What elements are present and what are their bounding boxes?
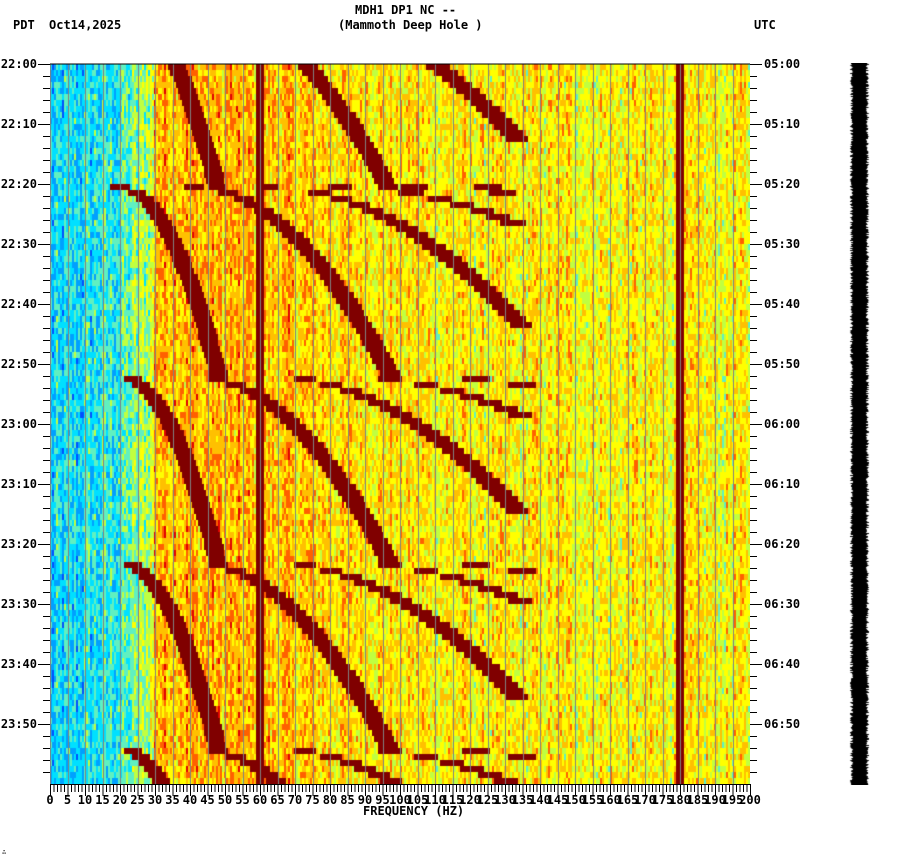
right-time-label: 05:50 — [764, 357, 800, 371]
x-tick-label: 170 — [634, 793, 656, 807]
x-tick-label: 80 — [323, 793, 337, 807]
x-tick-label: 190 — [704, 793, 726, 807]
x-tick-label: 180 — [669, 793, 691, 807]
right-time-label: 05:20 — [764, 177, 800, 191]
left-time-label: 23:50 — [1, 717, 37, 731]
x-tick-label: 70 — [288, 793, 302, 807]
right-time-label: 06:00 — [764, 417, 800, 431]
x-tick-label: 150 — [564, 793, 586, 807]
x-tick-label: 165 — [617, 793, 639, 807]
left-time-label: 23:10 — [1, 477, 37, 491]
chart-title-site: (Mammoth Deep Hole ) — [338, 18, 483, 32]
right-time-label: 06:10 — [764, 477, 800, 491]
chart-title-station: MDH1 DP1 NC -- — [355, 3, 457, 17]
x-tick-label: 25 — [130, 793, 144, 807]
left-time-label: 22:40 — [1, 297, 37, 311]
spectrogram-plot — [50, 64, 750, 784]
x-tick-label: 75 — [305, 793, 319, 807]
x-tick-label: 105 — [407, 793, 429, 807]
left-time-label: 22:20 — [1, 177, 37, 191]
x-tick-label: 60 — [253, 793, 267, 807]
x-tick-label: 120 — [459, 793, 481, 807]
x-tick-label: 45 — [200, 793, 214, 807]
left-time-label: 23:30 — [1, 597, 37, 611]
footer-mark: ∴ — [2, 848, 7, 856]
left-time-label: 23:40 — [1, 657, 37, 671]
left-timezone-label: PDT — [13, 18, 35, 32]
right-time-label: 06:50 — [764, 717, 800, 731]
x-tick-label: 140 — [529, 793, 551, 807]
date-label: Oct14,2025 — [49, 18, 122, 32]
right-time-label: 06:30 — [764, 597, 800, 611]
right-timezone-label: UTC — [754, 18, 776, 32]
x-tick-label: 20 — [113, 793, 127, 807]
x-tick-label: 195 — [722, 793, 744, 807]
left-time-label: 22:50 — [1, 357, 37, 371]
x-tick-label: 95 — [375, 793, 389, 807]
left-time-label: 22:00 — [1, 57, 37, 71]
seismogram-trace — [846, 63, 872, 785]
x-tick-label: 5 — [64, 793, 71, 807]
x-tick-label: 130 — [494, 793, 516, 807]
x-tick-label: 85 — [340, 793, 354, 807]
x-tick-label: 200 — [739, 793, 761, 807]
x-axis-label: FREQUENCY (HZ) — [363, 804, 465, 818]
x-tick-label: 0 — [46, 793, 53, 807]
left-time-label: 22:30 — [1, 237, 37, 251]
x-tick-label: 145 — [547, 793, 569, 807]
x-tick-label: 65 — [270, 793, 284, 807]
x-tick-label: 90 — [358, 793, 372, 807]
x-tick-label: 10 — [78, 793, 92, 807]
x-tick-label: 15 — [95, 793, 109, 807]
x-tick-label: 160 — [599, 793, 621, 807]
x-tick-label: 115 — [442, 793, 464, 807]
x-tick-label: 185 — [687, 793, 709, 807]
x-tick-label: 135 — [512, 793, 534, 807]
x-tick-label: 30 — [148, 793, 162, 807]
x-tick-label: 55 — [235, 793, 249, 807]
x-tick-label: 125 — [477, 793, 499, 807]
left-time-label: 22:10 — [1, 117, 37, 131]
right-time-label: 06:40 — [764, 657, 800, 671]
x-tick-label: 155 — [582, 793, 604, 807]
right-time-label: 05:10 — [764, 117, 800, 131]
x-tick-label: 175 — [652, 793, 674, 807]
x-tick-label: 40 — [183, 793, 197, 807]
x-tick-label: 35 — [165, 793, 179, 807]
right-time-label: 06:20 — [764, 537, 800, 551]
left-time-label: 23:00 — [1, 417, 37, 431]
right-time-label: 05:40 — [764, 297, 800, 311]
x-tick-label: 50 — [218, 793, 232, 807]
right-time-label: 05:00 — [764, 57, 800, 71]
x-tick-label: 100 — [389, 793, 411, 807]
x-tick-label: 110 — [424, 793, 446, 807]
right-time-label: 05:30 — [764, 237, 800, 251]
left-time-label: 23:20 — [1, 537, 37, 551]
